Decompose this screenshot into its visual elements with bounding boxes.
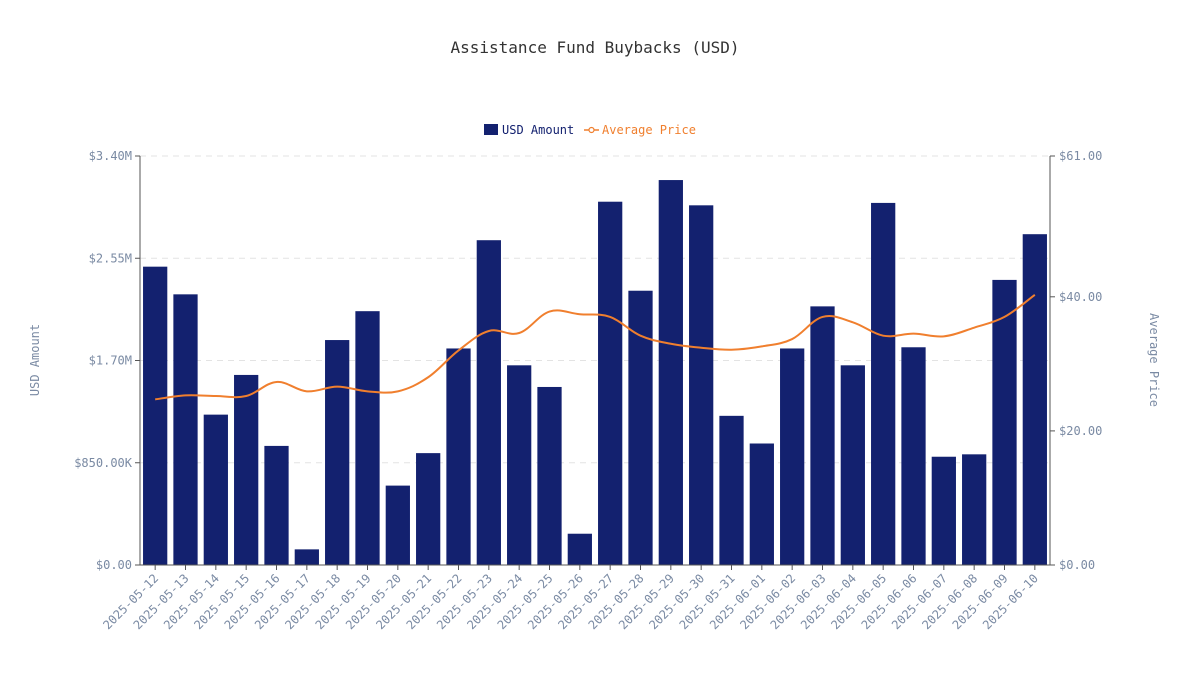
bar <box>385 485 410 565</box>
price-point <box>822 316 824 318</box>
legend-swatch-usd-amount <box>484 124 498 135</box>
y-left-tick-label: $1.70M <box>89 354 132 368</box>
bar <box>567 533 592 565</box>
line-series-average-price <box>154 293 1036 401</box>
bar <box>143 266 168 565</box>
bar <box>810 306 835 565</box>
chart-title: Assistance Fund Buybacks (USD) <box>451 38 740 57</box>
price-point <box>973 327 975 329</box>
bar <box>416 453 441 565</box>
bar <box>234 374 259 565</box>
bar <box>719 415 744 565</box>
price-point <box>700 347 702 349</box>
bar <box>749 443 774 565</box>
price-point <box>427 376 429 378</box>
y-axis-left-title: USD Amount <box>28 324 42 396</box>
gridlines <box>140 155 1050 464</box>
price-point <box>791 338 793 340</box>
y-left-tick-label: $3.40M <box>89 149 132 163</box>
legend-item-average-price[interactable]: Average Price <box>584 123 696 137</box>
price-point <box>397 390 399 392</box>
price-point <box>154 398 156 400</box>
bar <box>476 240 501 566</box>
legend[interactable]: USD Amount Average Price <box>484 123 696 137</box>
legend-label-usd-amount: USD Amount <box>502 123 574 137</box>
bar <box>325 340 350 565</box>
price-point <box>367 390 369 392</box>
price-point <box>640 335 642 337</box>
price-point <box>336 386 338 388</box>
bar <box>962 454 987 565</box>
price-point <box>276 381 278 383</box>
price-point <box>852 321 854 323</box>
y-left-tick-label: $2.55M <box>89 251 132 265</box>
price-point <box>549 311 551 313</box>
price-line <box>155 293 1036 401</box>
legend-item-usd-amount[interactable]: USD Amount <box>484 123 574 137</box>
y-right-tick-label: $61.00 <box>1059 149 1102 163</box>
y-right-tick-label: $40.00 <box>1059 290 1102 304</box>
price-point <box>579 313 581 315</box>
price-point <box>913 333 915 335</box>
bar <box>264 445 289 565</box>
price-point <box>306 390 308 392</box>
legend-label-average-price: Average Price <box>602 123 696 137</box>
bar <box>598 201 623 565</box>
y-left-tick-label: $0.00 <box>96 558 132 572</box>
y-left-tick-label: $850.00K <box>74 456 133 470</box>
bar <box>203 414 228 565</box>
price-point <box>609 316 611 318</box>
bar <box>901 347 926 565</box>
price-point <box>731 349 733 351</box>
bar <box>446 348 471 565</box>
price-point <box>185 394 187 396</box>
bar <box>173 294 198 565</box>
bar <box>355 311 380 565</box>
bar <box>780 348 805 565</box>
bar <box>1022 234 1047 566</box>
price-point <box>761 345 763 347</box>
bar <box>507 365 532 565</box>
bar <box>871 202 896 565</box>
price-point <box>1004 316 1006 318</box>
y-right-tick-label: $0.00 <box>1059 558 1095 572</box>
price-point <box>1034 294 1036 296</box>
bar <box>294 549 319 565</box>
bar-series-usd-amount <box>143 180 1047 566</box>
price-point <box>518 332 520 334</box>
price-point <box>245 395 247 397</box>
price-point <box>458 349 460 351</box>
bar <box>992 279 1017 565</box>
y-right-tick-label: $20.00 <box>1059 424 1102 438</box>
price-point <box>488 330 490 332</box>
bar <box>658 180 683 565</box>
legend-marker-average-price <box>588 126 595 134</box>
bar <box>931 456 956 565</box>
price-point <box>943 335 945 337</box>
price-point <box>215 395 217 397</box>
price-point <box>670 343 672 345</box>
bar <box>840 365 865 565</box>
bar <box>689 205 714 565</box>
price-point <box>882 335 884 337</box>
y-axis-right-title: Average Price <box>1147 313 1161 407</box>
bar <box>537 386 562 565</box>
